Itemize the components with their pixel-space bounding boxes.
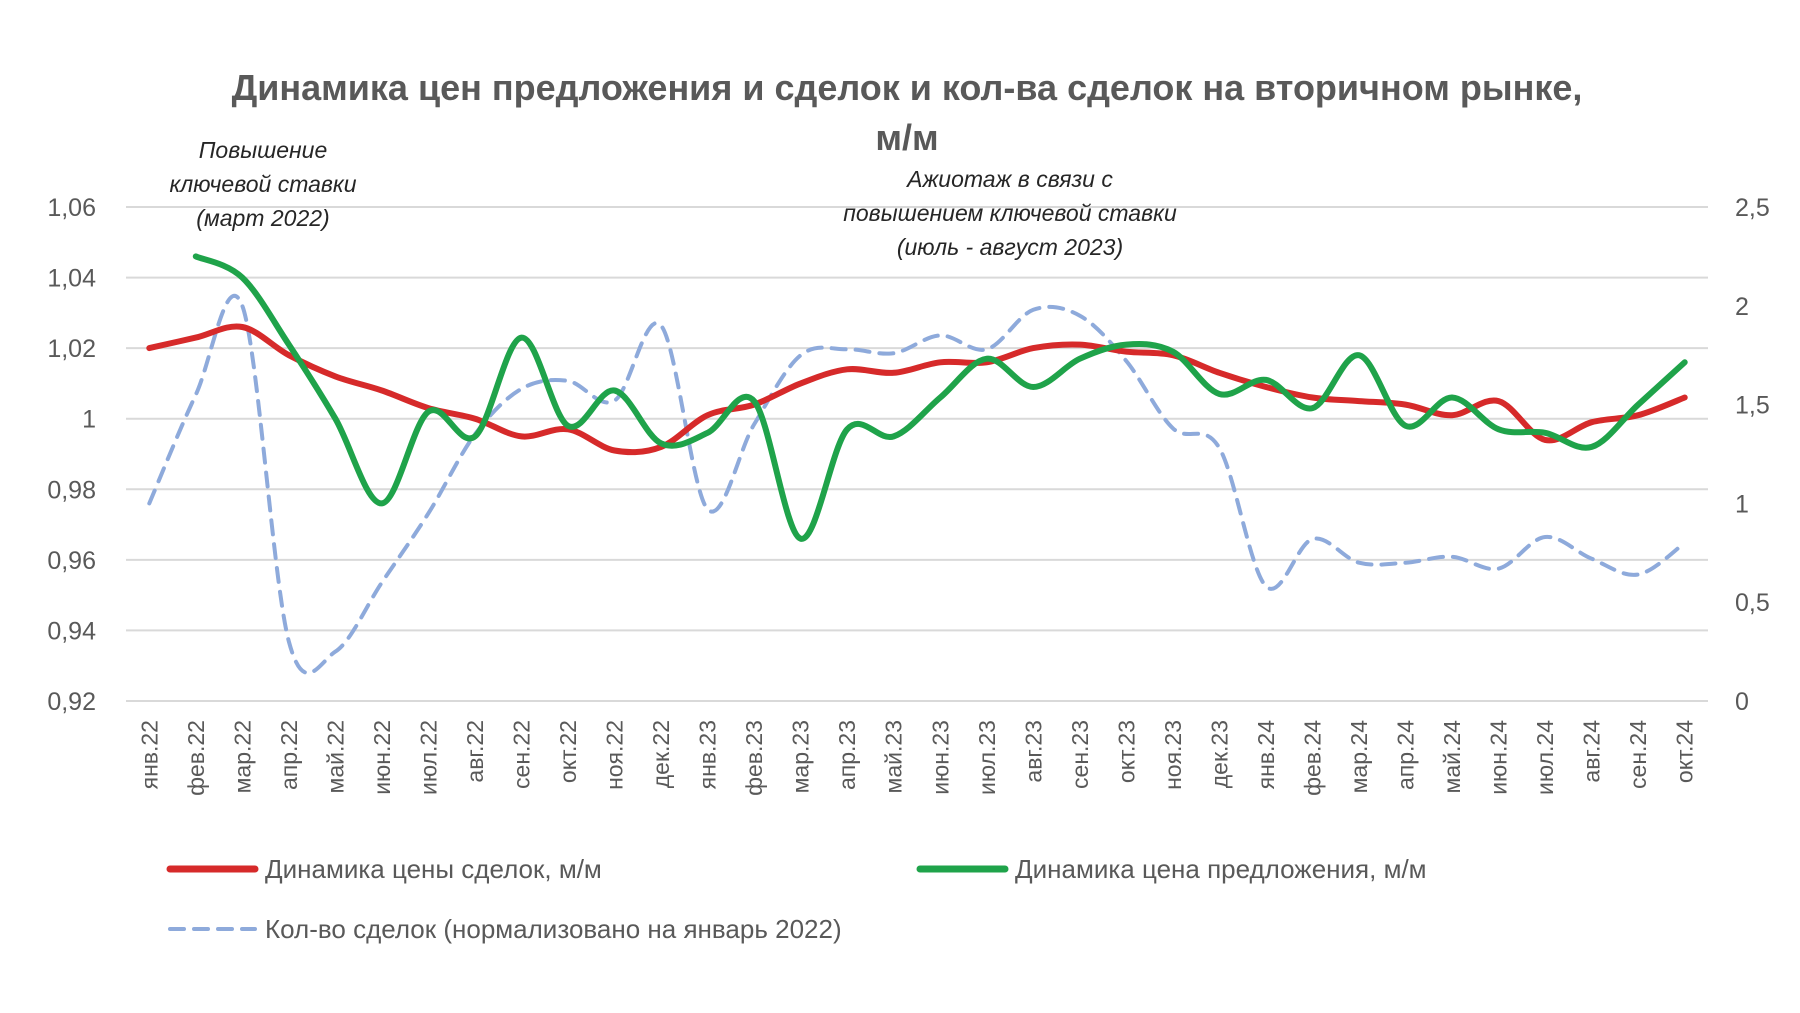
- y-right-tick-label: 1: [1735, 490, 1749, 518]
- annotation-line: повышением ключевой ставки: [843, 200, 1177, 226]
- legend-label: Динамика цена предложения, м/м: [1015, 854, 1427, 884]
- chart-title-line: Динамика цен предложения и сделок и кол-…: [232, 67, 1583, 108]
- x-tick-label: дек.23: [1206, 720, 1232, 788]
- x-tick-label: янв.22: [136, 720, 162, 789]
- y-left-tick-label: 0,96: [47, 547, 96, 575]
- y-right-tick-label: 2: [1735, 293, 1749, 321]
- y-right-tick-label: 0,5: [1735, 589, 1770, 617]
- x-tick-label: окт.23: [1113, 720, 1139, 783]
- y-left-tick-label: 0,98: [47, 476, 96, 504]
- y-left-tick-label: 1,04: [47, 265, 96, 293]
- legend-label: Кол-во сделок (нормализовано на январь 2…: [265, 914, 842, 944]
- x-tick-label: дек.22: [648, 720, 674, 788]
- annotations: Повышение ключевой ставки (март 2022) Ажиот…: [169, 137, 1177, 260]
- annotation-line: (март 2022): [196, 205, 329, 231]
- x-tick-label: мар.24: [1346, 720, 1372, 794]
- annotation-line: ключевой ставки: [169, 171, 356, 197]
- y-left-tick-label: 1: [82, 406, 96, 434]
- x-tick-label: июл.24: [1532, 720, 1558, 795]
- y-right-tick-label: 0: [1735, 688, 1749, 716]
- y-left-tick-label: 0,94: [47, 617, 96, 645]
- x-tick-label: авг.23: [1020, 720, 1046, 783]
- x-tick-label: авг.24: [1579, 720, 1605, 783]
- x-tick-label: ноя.22: [602, 720, 628, 790]
- legend: Динамика цены сделок, м/м Динамика цена п…: [166, 854, 1427, 944]
- x-tick-label: апр.24: [1393, 720, 1419, 790]
- x-tick-label: фев.24: [1300, 720, 1326, 796]
- x-tick-label: окт.22: [555, 720, 581, 783]
- x-tick-label: сен.23: [1067, 720, 1093, 789]
- x-tick-label: мар.23: [788, 720, 814, 793]
- y-axis-right: 0 0,5 1 1,5 2 2,5: [1735, 194, 1770, 716]
- y-right-tick-label: 2,5: [1735, 194, 1770, 222]
- x-tick-label: май.22: [322, 720, 348, 793]
- series-lines: [146, 253, 1688, 675]
- gridlines: [126, 206, 1708, 702]
- y-right-tick-label: 1,5: [1735, 392, 1770, 420]
- x-tick-label: июн.23: [927, 720, 953, 795]
- x-tick-label: июн.24: [1486, 720, 1512, 795]
- annotation-line: Повышение: [199, 137, 328, 163]
- x-tick-label: май.24: [1439, 720, 1465, 794]
- annotation-line: Ажиотаж в связи с: [905, 166, 1113, 192]
- x-tick-label: июл.22: [415, 720, 441, 795]
- x-tick-label: апр.22: [276, 720, 302, 790]
- y-axis-left: 0,92 0,94 0,96 0,98 1 1,02 1,04 1,06: [47, 194, 96, 716]
- legend-label: Динамика цены сделок, м/м: [265, 854, 602, 884]
- x-tick-label: ноя.23: [1160, 720, 1186, 790]
- x-tick-label: июл.23: [974, 720, 1000, 795]
- x-tick-label: фев.23: [741, 720, 767, 796]
- x-tick-label: окт.24: [1672, 720, 1698, 783]
- x-tick-label: авг.22: [462, 720, 488, 783]
- chart-title: Динамика цен предложения и сделок и кол-…: [232, 67, 1583, 158]
- chart-title-line: м/м: [875, 117, 938, 158]
- x-tick-label: янв.24: [1253, 720, 1279, 790]
- x-tick-label: мар.22: [229, 720, 255, 793]
- x-tick-label: апр.23: [834, 720, 860, 790]
- y-left-tick-label: 0,92: [47, 688, 96, 716]
- y-left-tick-label: 1,02: [47, 335, 96, 363]
- x-tick-label: сен.22: [509, 720, 535, 789]
- x-tick-label: янв.23: [695, 720, 721, 789]
- series-line-2: [192, 253, 1688, 542]
- x-tick-label: сен.24: [1625, 720, 1651, 789]
- x-tick-label: май.23: [881, 720, 907, 793]
- x-axis: янв.22 фев.22 мар.22 апр.22 май.22 июн.22 июл.…: [136, 720, 1697, 796]
- x-tick-label: июн.22: [369, 720, 395, 795]
- x-tick-label: фев.22: [183, 720, 209, 796]
- annotation-line: (июль - август 2023): [897, 234, 1123, 260]
- y-left-tick-label: 1,06: [47, 194, 96, 222]
- series-line-3: [147, 294, 1687, 675]
